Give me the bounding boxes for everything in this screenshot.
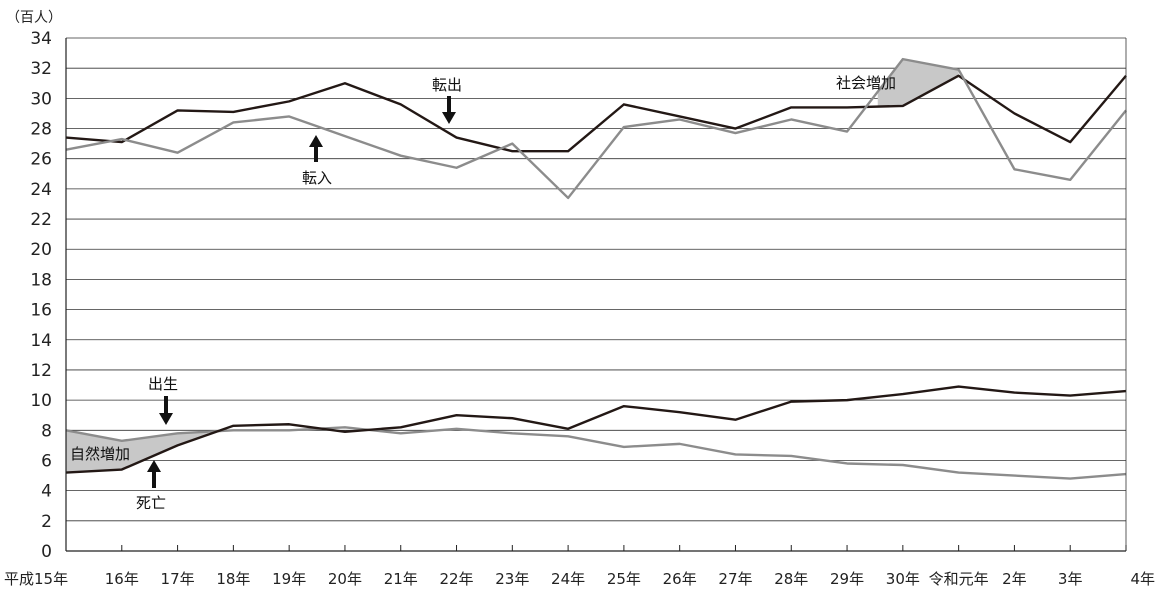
y-tick-label: 2 xyxy=(41,512,52,532)
x-tick-label: 21年 xyxy=(384,570,418,588)
x-tick-label: 16年 xyxy=(105,570,139,588)
x-tick-label: 2年 xyxy=(1002,570,1027,588)
x-tick-label: 26年 xyxy=(663,570,697,588)
shaded-regions xyxy=(66,59,959,473)
annotation-shibou: 死亡 xyxy=(136,494,166,512)
annotations: 転出 転入 社会増加 出生 自然増加 死亡 xyxy=(70,74,896,512)
x-tick-label: 25年 xyxy=(607,570,641,588)
x-tick-label: 28年 xyxy=(774,570,808,588)
y-tick-label: 18 xyxy=(30,270,52,290)
y-tick-label: 24 xyxy=(30,180,52,200)
x-tick-label: 令和元年 xyxy=(929,570,989,588)
annotation-shakai: 社会増加 xyxy=(836,74,896,92)
arrow-up-icon xyxy=(147,460,161,488)
y-tick-label: 10 xyxy=(30,391,52,411)
y-tick-label: 16 xyxy=(30,301,52,321)
y-tick-label: 4 xyxy=(41,482,52,502)
x-tick-labels: 平成15年 16年 17年 18年 19年 20年 21年 22年 23年 24年 25年 26年 27… xyxy=(4,570,1155,588)
annotation-tenshutsu: 転出 xyxy=(432,76,462,94)
series-lines xyxy=(65,57,1127,480)
y-tick-label: 20 xyxy=(30,240,52,260)
x-tick-label: 24年 xyxy=(551,570,585,588)
x-tick-label: 3年 xyxy=(1058,570,1083,588)
x-tick-label: 平成15年 xyxy=(4,570,68,588)
x-tick-label: 29年 xyxy=(830,570,864,588)
arrow-up-icon xyxy=(309,135,323,162)
axes xyxy=(65,38,1127,552)
series-line-死亡 xyxy=(65,385,1127,474)
y-tick-label: 34 xyxy=(30,29,52,49)
unit-label: （百人） xyxy=(6,10,62,26)
y-tick-label: 26 xyxy=(30,150,52,170)
x-tick-label: 30年 xyxy=(886,570,920,588)
arrow-down-icon xyxy=(159,396,173,425)
y-tick-label: 0 xyxy=(41,542,52,562)
y-tick-label: 14 xyxy=(30,331,52,351)
series-line-転出 xyxy=(65,74,1127,153)
x-tick-label: 18年 xyxy=(216,570,250,588)
series-line-出生 xyxy=(65,426,1127,480)
arrow-down-icon xyxy=(442,96,456,124)
y-tick-label: 30 xyxy=(30,89,52,109)
y-tick-label: 8 xyxy=(41,421,52,441)
x-tick-label: 27年 xyxy=(718,570,752,588)
y-tick-label: 32 xyxy=(30,59,52,79)
annotation-shussei: 出生 xyxy=(148,375,178,393)
x-tick-label: 4年 xyxy=(1130,570,1155,588)
annotation-tennyu: 転入 xyxy=(302,169,332,187)
series-line-転入 xyxy=(65,57,1127,200)
y-tick-label: 22 xyxy=(30,210,52,230)
gridlines xyxy=(66,37,1126,522)
y-tick-label: 6 xyxy=(41,451,52,471)
shade-natural-increase xyxy=(66,430,209,473)
x-tick-label: 19年 xyxy=(272,570,306,588)
x-tick-label: 20年 xyxy=(328,570,362,588)
x-tick-label: 17年 xyxy=(161,570,195,588)
y-tick-label: 28 xyxy=(30,120,52,140)
shade-social-increase xyxy=(877,59,959,107)
x-tick-label: 23年 xyxy=(495,570,529,588)
x-tick-label: 22年 xyxy=(439,570,473,588)
annotation-shizen: 自然増加 xyxy=(70,445,130,463)
y-tick-label: 12 xyxy=(30,361,52,381)
